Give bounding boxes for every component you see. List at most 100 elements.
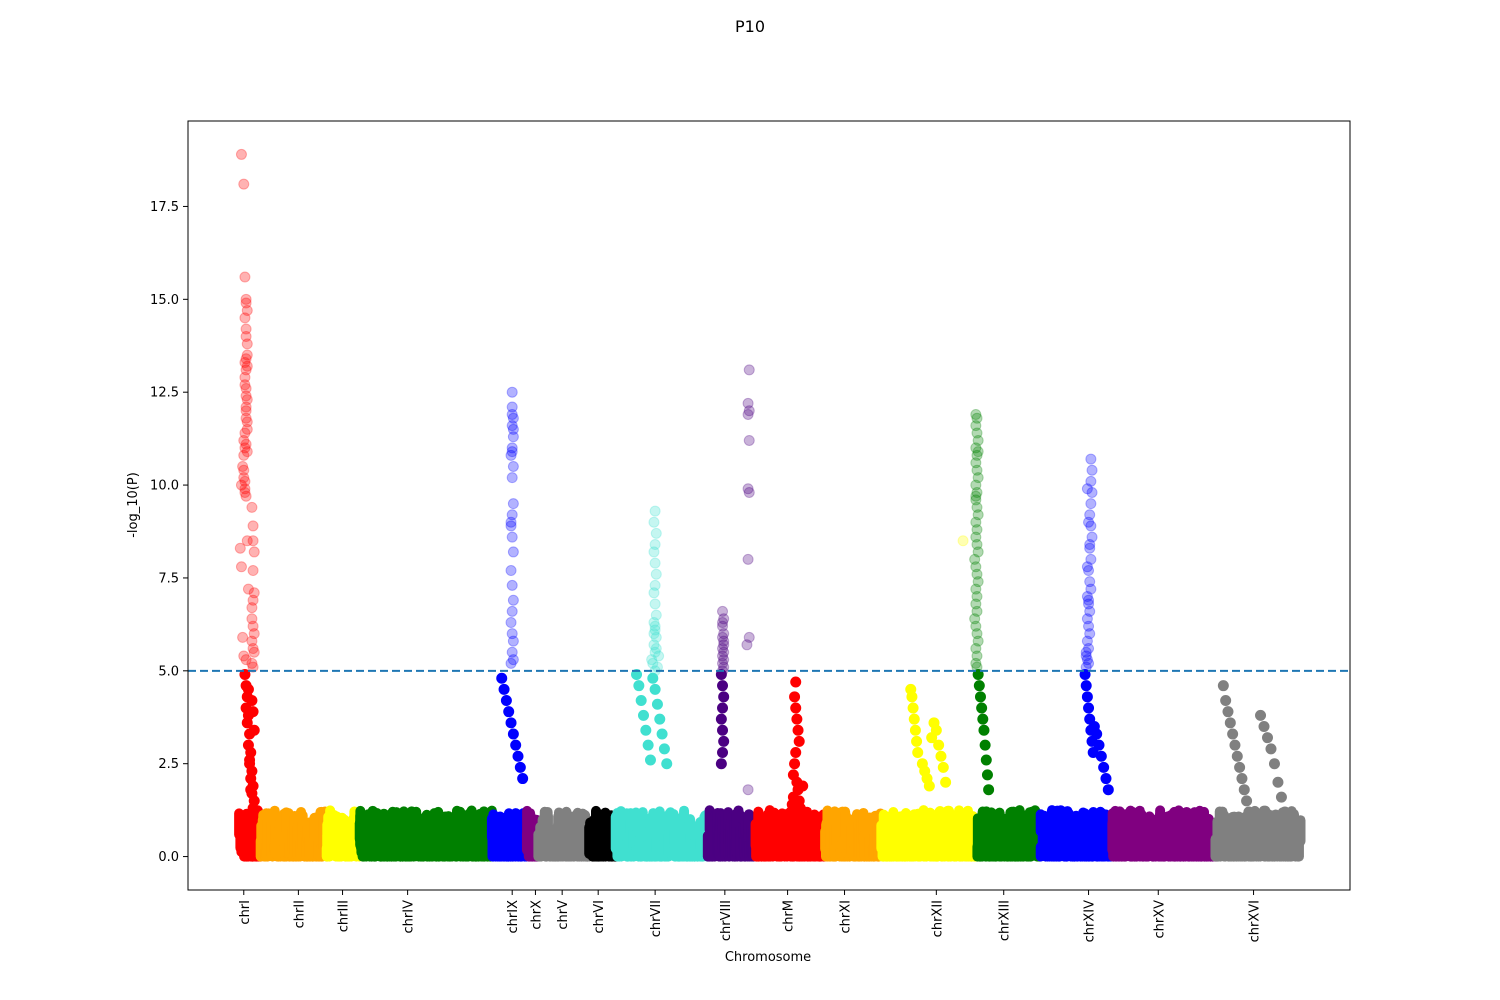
data-point bbox=[238, 434, 250, 446]
data-point bbox=[506, 628, 518, 640]
data-point bbox=[1081, 654, 1093, 666]
data-point bbox=[246, 635, 258, 647]
band-chrIV bbox=[354, 805, 497, 862]
data-point bbox=[244, 813, 256, 825]
data-point bbox=[1081, 613, 1093, 625]
data-point bbox=[971, 449, 983, 461]
data-point bbox=[718, 691, 730, 703]
series-chrVIII-outliers bbox=[741, 364, 755, 796]
data-point bbox=[1086, 486, 1098, 498]
data-point bbox=[970, 457, 982, 469]
series-chrI bbox=[234, 148, 260, 673]
data-point bbox=[517, 773, 529, 785]
data-point bbox=[241, 394, 253, 406]
data-point bbox=[241, 360, 253, 372]
data-point bbox=[507, 460, 519, 472]
data-point bbox=[1279, 806, 1291, 818]
data-point bbox=[715, 669, 727, 681]
data-point bbox=[506, 408, 518, 420]
data-point bbox=[1231, 750, 1243, 762]
data-point bbox=[742, 397, 754, 409]
data-point bbox=[1085, 475, 1097, 487]
data-point bbox=[970, 531, 982, 543]
data-point bbox=[238, 472, 250, 484]
data-point bbox=[246, 695, 258, 707]
data-point bbox=[651, 661, 663, 673]
data-point bbox=[1238, 784, 1250, 796]
data-point bbox=[650, 609, 662, 621]
band-chrIX bbox=[486, 808, 534, 862]
data-point bbox=[650, 527, 662, 539]
x-tick-label: chrIII bbox=[337, 900, 352, 932]
data-point bbox=[248, 628, 260, 640]
data-point bbox=[1100, 773, 1112, 785]
data-point bbox=[1083, 598, 1095, 610]
data-point bbox=[1241, 795, 1253, 807]
x-tick-label: chrXI bbox=[839, 900, 854, 933]
data-point bbox=[235, 479, 247, 491]
data-point bbox=[240, 330, 252, 342]
data-point bbox=[242, 683, 254, 695]
data-point bbox=[237, 460, 249, 472]
data-point bbox=[715, 713, 727, 725]
data-point bbox=[506, 646, 518, 658]
data-point bbox=[650, 631, 662, 643]
series-chrXVI-peak bbox=[1217, 680, 1291, 833]
data-point bbox=[1079, 669, 1091, 681]
x-tick-label: chrXIV bbox=[1083, 900, 1098, 942]
data-point bbox=[239, 271, 251, 283]
data-point bbox=[644, 754, 656, 766]
data-point bbox=[500, 695, 512, 707]
series-chrXIII bbox=[969, 408, 984, 673]
data-point bbox=[972, 472, 984, 484]
series-chrI-low bbox=[239, 669, 260, 825]
data-point bbox=[505, 516, 517, 528]
band-chrXII bbox=[876, 805, 982, 862]
data-point bbox=[718, 639, 730, 651]
data-point bbox=[1229, 739, 1241, 751]
data-point bbox=[238, 650, 250, 662]
data-point bbox=[506, 531, 518, 543]
chart-title: P10 bbox=[735, 17, 765, 36]
data-point bbox=[241, 338, 253, 350]
data-point bbox=[1085, 453, 1097, 465]
data-point bbox=[240, 353, 252, 365]
y-tick-label: 0.0 bbox=[158, 850, 179, 865]
data-point bbox=[239, 379, 251, 391]
data-point bbox=[237, 631, 249, 643]
y-axis-label: -log_10(P) bbox=[126, 472, 141, 538]
data-point bbox=[718, 635, 730, 647]
data-point bbox=[240, 438, 252, 450]
data-point bbox=[979, 739, 991, 751]
data-point bbox=[242, 583, 254, 595]
data-point bbox=[649, 620, 661, 632]
data-point bbox=[240, 297, 252, 309]
data-point bbox=[717, 617, 729, 629]
band-chrXVI bbox=[1210, 805, 1306, 862]
data-point bbox=[507, 423, 519, 435]
chromosome-bands bbox=[234, 805, 1306, 862]
data-point bbox=[743, 631, 755, 643]
data-point bbox=[717, 631, 729, 643]
data-point bbox=[248, 646, 260, 658]
data-point bbox=[649, 557, 661, 569]
data-point bbox=[239, 442, 251, 454]
y-tick-label: 15.0 bbox=[150, 293, 179, 308]
data-point bbox=[743, 364, 755, 376]
data-point bbox=[239, 427, 251, 439]
data-point bbox=[653, 650, 665, 662]
data-point bbox=[1258, 721, 1270, 733]
data-point bbox=[972, 635, 984, 647]
data-point bbox=[241, 349, 253, 361]
data-point bbox=[970, 657, 982, 669]
data-point bbox=[969, 553, 981, 565]
data-point bbox=[656, 728, 668, 740]
data-point bbox=[717, 643, 729, 655]
data-point bbox=[974, 691, 986, 703]
data-point bbox=[1234, 761, 1246, 773]
data-point bbox=[234, 542, 246, 554]
data-point bbox=[238, 449, 250, 461]
data-point bbox=[717, 650, 729, 662]
y-tick-label: 5.0 bbox=[158, 664, 179, 679]
data-point bbox=[244, 754, 256, 766]
